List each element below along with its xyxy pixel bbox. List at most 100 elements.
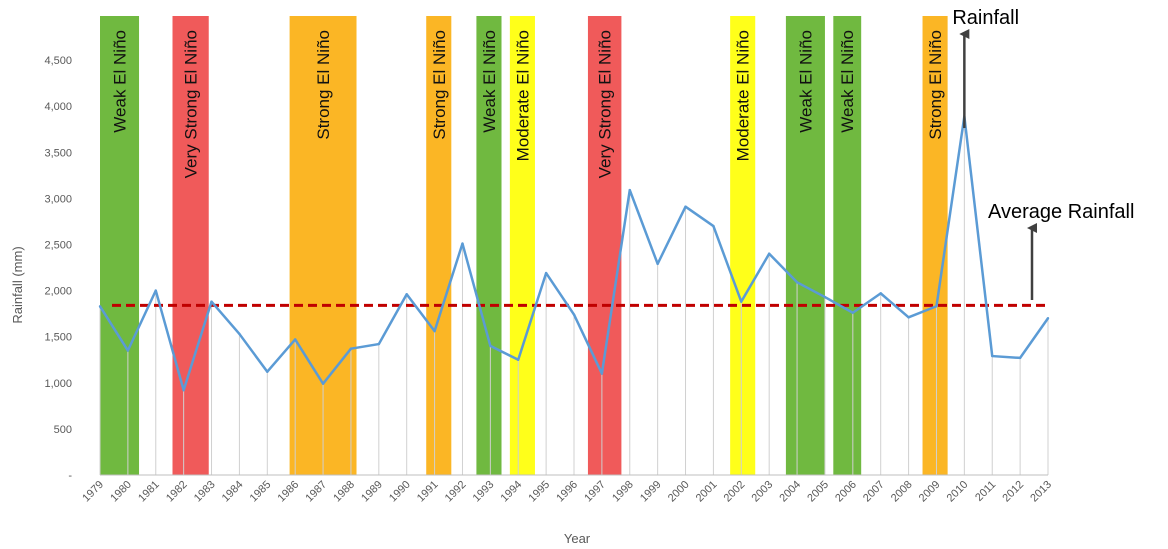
rainfall-point: [405, 293, 408, 296]
el-nino-band-label: Moderate El Niño: [513, 30, 532, 161]
el-nino-band: [587, 16, 622, 475]
x-tick-label: 2000: [666, 479, 692, 505]
rainfall-point: [600, 372, 604, 375]
rainfall-point: [767, 252, 771, 255]
rainfall-point: [823, 295, 827, 299]
annotations: Rainfall Average Rainfall: [952, 7, 1134, 300]
x-tick-label: 1989: [359, 479, 385, 505]
rainfall-point: [517, 358, 520, 361]
rainfall-point: [851, 311, 855, 314]
el-nino-band: [785, 16, 825, 475]
el-nino-band-label: Weak El Niño: [480, 30, 499, 133]
x-tick-label: 1979: [80, 479, 106, 505]
rainfall-point: [182, 388, 185, 392]
el-nino-band: [922, 16, 948, 475]
el-nino-band: [509, 16, 535, 475]
el-nino-band: [476, 16, 502, 475]
rainfall-point: [154, 289, 157, 292]
x-tick-label: 2005: [805, 479, 831, 505]
x-tick-label: 1997: [582, 479, 608, 505]
rainfall-annotation: Rainfall: [952, 7, 1019, 29]
x-tick-label: 1986: [275, 479, 301, 505]
x-tick-label: 2010: [945, 479, 971, 505]
el-nino-band: [426, 16, 452, 475]
el-nino-band-label: Strong El Niño: [314, 30, 333, 140]
rainfall-point: [684, 205, 687, 208]
x-tick-label: 2009: [917, 479, 943, 505]
rainfall-point: [293, 338, 297, 341]
rainfall-point: [795, 281, 799, 284]
x-tick-label: 1985: [248, 479, 274, 505]
x-tick-label: 1992: [443, 479, 469, 505]
x-tick-label: 1984: [220, 479, 246, 505]
el-nino-band-label: Weak El Niño: [111, 30, 130, 133]
rainfall-point: [210, 300, 213, 303]
x-tick-label: 2003: [749, 479, 775, 505]
rainfall-point: [656, 262, 659, 266]
rainfall-point: [935, 305, 938, 308]
x-tick-label: 2013: [1028, 479, 1054, 505]
rainfall-point: [991, 354, 994, 358]
rainfall-point: [266, 370, 269, 373]
rainfall-point: [1046, 317, 1050, 320]
x-tick-label: 1994: [499, 479, 525, 505]
rainfall-point: [349, 347, 353, 350]
rainfall-point: [1018, 356, 1022, 360]
x-axis-title: Year: [564, 531, 591, 546]
y-tick-label: 500: [54, 424, 72, 436]
el-nino-band-label: Strong El Niño: [926, 30, 945, 140]
x-tick-label: 1995: [526, 479, 552, 505]
y-tick-label: 2,500: [44, 240, 72, 252]
x-tick-label: 2004: [777, 479, 803, 505]
y-tick-label: 1,000: [44, 378, 72, 390]
rainfall-point: [572, 313, 576, 316]
x-tick-label: 1982: [164, 479, 190, 505]
el-nino-bands: [100, 16, 948, 475]
y-tick-label: 4,500: [44, 55, 72, 67]
el-nino-band: [730, 16, 756, 475]
y-tick-label: 2,000: [44, 286, 72, 298]
x-tick-label: 2012: [1000, 479, 1026, 505]
x-tick-label: 2011: [973, 479, 998, 504]
rainfall-point: [489, 344, 492, 348]
x-tick-label: 1998: [610, 479, 636, 505]
average-rainfall-annotation: Average Rainfall: [988, 201, 1134, 223]
x-tick-label: 1991: [415, 479, 441, 505]
rainfall-point: [433, 329, 436, 333]
rainfall-point: [98, 305, 102, 308]
el-nino-band-label: Weak El Niño: [796, 30, 815, 133]
rainfall-point: [461, 242, 464, 245]
rainfall-point: [377, 342, 381, 346]
y-tick-label: 4,000: [44, 101, 72, 113]
el-nino-band: [100, 16, 140, 475]
rainfall-point: [628, 188, 631, 192]
x-tick-label: 2006: [833, 479, 859, 505]
el-nino-band-label: Very Strong El Niño: [182, 30, 201, 178]
el-nino-band: [172, 16, 209, 475]
x-tick-label: 1988: [331, 479, 357, 505]
x-tick-label: 2002: [722, 479, 748, 505]
rainfall-point: [712, 224, 715, 228]
x-tick-label: 1999: [638, 479, 664, 505]
rainfall-point: [238, 332, 241, 336]
x-tick-label: 1987: [303, 479, 329, 505]
y-tick-label: 3,000: [44, 193, 72, 205]
x-tick-label: 2007: [861, 479, 887, 505]
el-nino-band-label: Weak El Niño: [838, 30, 857, 133]
rainfall-point: [740, 300, 743, 303]
el-nino-band-label: Moderate El Niño: [734, 30, 753, 161]
x-tick-label: 1980: [108, 479, 134, 505]
el-nino-band-label: Very Strong El Niño: [596, 30, 615, 178]
x-axis: 1979 1980 1981 1982 1983 1984 1985 1986 1987 1988…: [80, 474, 1054, 505]
y-axis-title: Rainfall (mm): [10, 246, 25, 323]
y-tick-label: -: [68, 470, 72, 482]
rainfall-point: [907, 316, 910, 319]
rainfall-point: [879, 292, 882, 295]
y-tick-label: 1,500: [44, 332, 72, 344]
x-tick-label: 1983: [192, 479, 218, 505]
x-tick-label: 1993: [471, 479, 497, 505]
x-tick-label: 1996: [554, 479, 580, 505]
rainfall-point: [126, 349, 130, 352]
y-tick-label: 3,500: [44, 147, 72, 159]
